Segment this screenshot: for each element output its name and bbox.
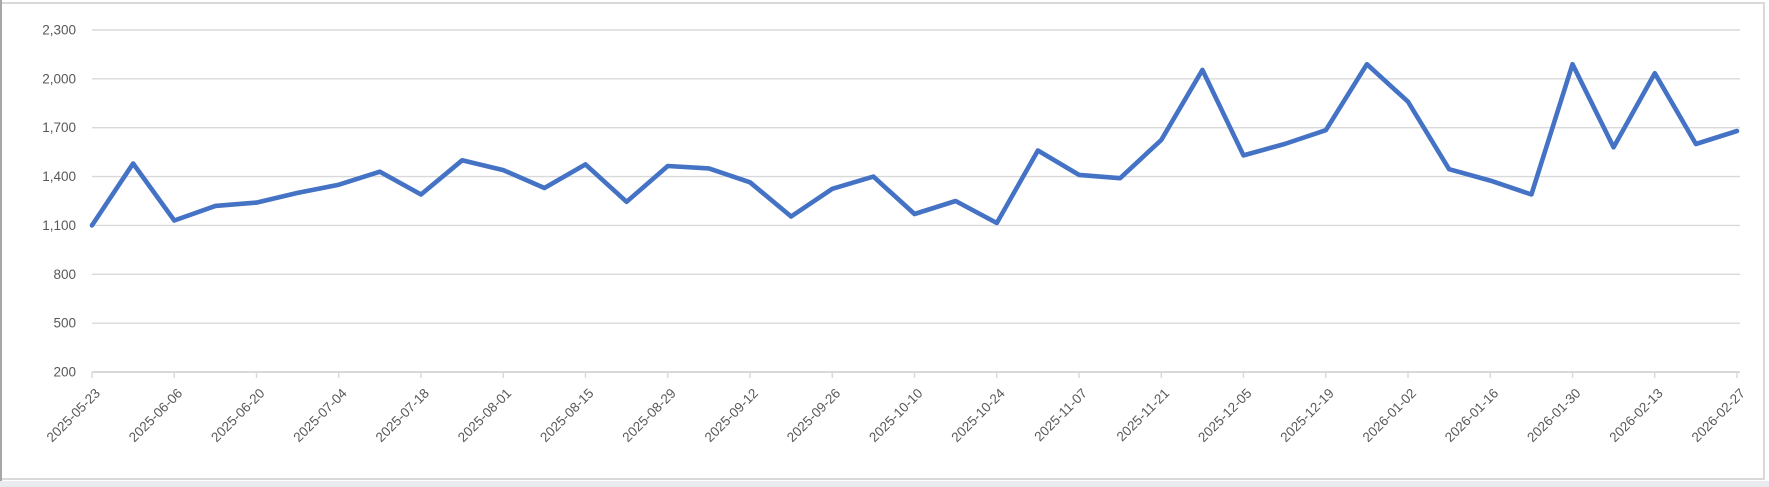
x-axis-tick-label: 2025-12-05 [1195,386,1254,445]
y-axis-tick-label: 2,000 [42,71,76,86]
x-axis-tick-label: 2026-01-30 [1524,386,1583,445]
data-series-line [89,61,1740,228]
x-axis-tick-label: 2025-09-12 [702,386,761,445]
gridlines [92,29,1740,324]
x-axis-tick-label: 2026-02-13 [1606,386,1665,445]
x-axis-tick-label: 2025-09-26 [784,386,843,445]
x-axis-tick-label: 2025-05-23 [44,386,103,445]
x-axis-tick-label: 2026-02-27 [1689,386,1748,445]
bottom-band [0,481,1769,487]
x-axis-tick-label: 2025-12-19 [1277,386,1336,445]
x-axis-tick-label: 2025-11-21 [1114,386,1173,445]
x-axis-tick-label: 2025-10-24 [948,385,1008,445]
x-axis-tick-label: 2025-11-07 [1031,386,1090,445]
x-axis-tick-label: 2025-08-01 [455,386,514,445]
x-axis-tick-label: 2025-08-15 [537,386,596,445]
y-axis-tick-label: 2,300 [42,23,76,38]
x-axis-ticks [91,372,1738,378]
y-axis-tick-label: 200 [53,365,76,380]
y-axis-labels: 200 500 800 1,100 1,400 1,700 2,000 2,300 [42,23,76,380]
x-axis-tick-label: 2026-01-16 [1442,386,1501,445]
x-axis-tick-label: 2025-06-06 [126,386,185,445]
y-axis-tick-label: 800 [53,267,76,282]
x-axis-labels: 2025-05-23 2025-06-06 2025-06-20 2025-07-04… [44,385,1748,445]
y-axis-tick-label: 1,400 [42,169,76,184]
x-axis-tick-label: 2025-07-18 [373,386,432,445]
y-axis-tick-label: 1,100 [42,218,76,233]
x-axis-tick-label: 2025-10-10 [866,386,925,445]
x-axis-tick-label: 2025-06-20 [208,386,267,445]
x-axis-tick-label: 2025-07-04 [290,385,350,445]
window-left-edge [0,0,2,487]
y-axis-tick-label: 1,700 [42,120,76,135]
chart-frame [2,2,1765,480]
y-axis-tick-label: 500 [53,316,76,331]
x-axis-tick-label: 2026-01-02 [1360,386,1419,445]
x-axis-tick-label: 2025-08-29 [619,386,678,445]
